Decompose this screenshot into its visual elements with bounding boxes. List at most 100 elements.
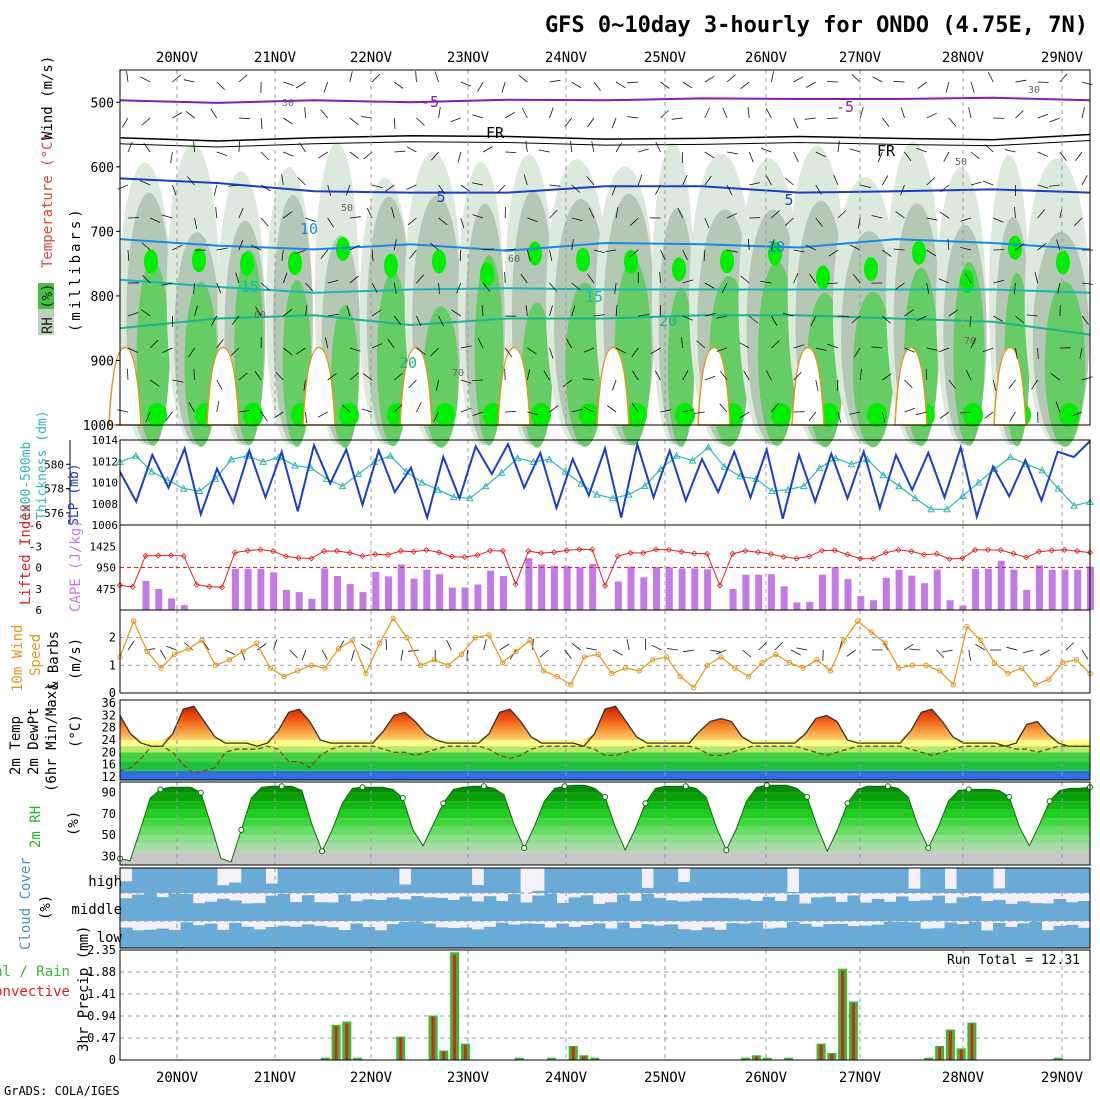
wind-barb: [393, 117, 396, 130]
cape-bar: [180, 605, 188, 610]
precip-convective-bar: [819, 1044, 823, 1060]
cloud-bar: [920, 900, 933, 921]
cloud-bar: [568, 868, 582, 893]
wind-barb: [518, 74, 528, 83]
wind-barb: [915, 411, 927, 416]
temp-warm-area: [120, 706, 1090, 740]
cape-bar: [385, 576, 392, 610]
rh-point: [197, 789, 204, 796]
lifted-index-point: [857, 555, 864, 562]
cloud-bar: [1005, 903, 1018, 921]
wind-barb: [393, 372, 403, 381]
wind-barb: [742, 649, 752, 658]
cloud-bar: [241, 903, 254, 921]
wind-barb: [849, 148, 861, 153]
wind-barb: [193, 368, 195, 381]
wind-barb: [525, 141, 528, 153]
thickness-point: [927, 505, 935, 513]
wind-barb: [947, 238, 950, 251]
wind-barb: [159, 649, 167, 660]
cape-bar: [1074, 569, 1082, 610]
wind-barb: [771, 340, 780, 349]
wind-barb: [815, 347, 827, 351]
cloud-bar: [653, 925, 667, 948]
wind-barb: [305, 411, 308, 423]
cape-bar: [499, 576, 507, 610]
wind-barb: [850, 244, 861, 251]
wind-barb: [859, 369, 862, 381]
wind-barb: [631, 402, 639, 413]
wind-speed-point: [499, 659, 506, 666]
wind-barb: [472, 411, 484, 416]
cape-bar: [423, 569, 431, 610]
wind-barb: [400, 649, 404, 661]
wind-barb: [1081, 282, 1093, 285]
rh-bright-base: [675, 403, 695, 427]
rh-point: [440, 800, 447, 807]
rh-bright-base: [1059, 403, 1079, 427]
thickness-point: [688, 456, 697, 464]
cloud-bar: [883, 868, 897, 893]
cape-bar: [321, 568, 329, 610]
wind-barb: [127, 249, 130, 262]
wind-barb: [295, 249, 306, 255]
cloud-bar: [508, 924, 521, 948]
precip-total-bar: [590, 1057, 600, 1060]
thickness-point: [418, 478, 426, 486]
thickness-point: [768, 486, 776, 494]
wind-barb: [837, 210, 847, 219]
temp-band: [120, 770, 1090, 780]
wind-barb: [527, 411, 539, 415]
cloud-bar: [1017, 868, 1030, 893]
cloud-bar: [883, 901, 897, 921]
rh-contour-label: 50: [955, 157, 967, 168]
wind-barb: [877, 151, 883, 163]
wind-barb: [605, 249, 617, 252]
wind-speed-point: [363, 670, 369, 677]
label-2m-rh: 2m RH: [28, 806, 44, 848]
thickness-point: [974, 478, 983, 486]
wind-barb: [881, 411, 886, 423]
isotherm-label: 20: [659, 312, 677, 330]
cloud-bar: [1053, 899, 1067, 921]
precip-total-bar: [514, 1057, 524, 1060]
rh-green-area: [757, 261, 797, 446]
lifted-index-point: [869, 555, 877, 562]
cloud-bar: [993, 923, 1006, 948]
wind-barb: [224, 649, 236, 655]
thickness-point: [1054, 484, 1063, 492]
panel1-side-labels: RH (%) Temperature (°C) Wind (m/s) (mill…: [38, 56, 84, 335]
cloud-bar: [229, 900, 242, 921]
thickness-tick-label: 576: [44, 507, 64, 520]
wind-barb: [193, 282, 195, 295]
cloud-bar: [156, 868, 169, 893]
rh-green-area: [331, 305, 359, 448]
cloud-bar: [411, 868, 424, 893]
rh-contour-label: 30: [282, 98, 294, 109]
rh-bright-base: [339, 403, 359, 427]
lifted-index-point: [410, 548, 417, 555]
wind-barb: [793, 272, 799, 284]
cloud-bar: [459, 927, 473, 948]
cloud-bar: [544, 868, 557, 893]
wind-barb: [593, 249, 605, 254]
cape-bar: [742, 574, 750, 610]
wind-speed-point: [267, 665, 273, 671]
wind-barb: [837, 315, 849, 317]
wind-barb: [139, 180, 151, 186]
wind-barb: [543, 370, 550, 381]
cloud-bar: [932, 928, 945, 948]
wind-barb: [872, 76, 883, 83]
wind-barb: [539, 649, 549, 658]
isotherm-line: [119, 177, 1091, 194]
cloud-bar: [338, 930, 351, 948]
isotherm-line: [119, 314, 1091, 336]
wind-barb: [371, 73, 381, 83]
wind-barb: [564, 649, 572, 659]
isotherm-label: -5: [836, 98, 854, 116]
wind-speed-point: [540, 668, 547, 674]
date-label-top: 24NOV: [545, 50, 588, 66]
cloud-bar: [362, 899, 376, 921]
wind-barb: [1057, 282, 1061, 294]
